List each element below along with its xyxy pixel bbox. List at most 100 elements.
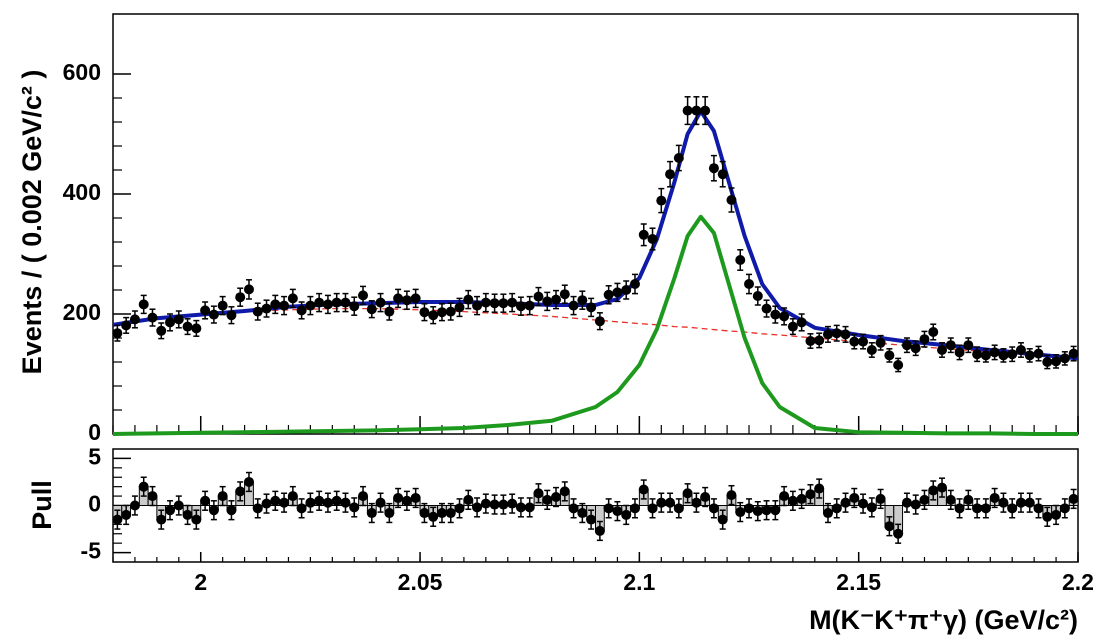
data-point: [1042, 357, 1053, 367]
data-point: [261, 303, 272, 314]
data-point: [1024, 497, 1035, 508]
data-point: [287, 293, 298, 304]
data-point: [954, 503, 965, 514]
data-point: [989, 347, 1000, 358]
data-point: [656, 497, 667, 508]
data-point: [770, 505, 781, 516]
data-point: [279, 300, 290, 311]
data-point: [1042, 511, 1053, 522]
data-point: [928, 485, 939, 496]
data-point: [866, 345, 877, 355]
data-point: [603, 289, 614, 300]
data-point: [893, 528, 904, 539]
data-point: [840, 329, 851, 340]
data-point: [901, 497, 912, 508]
data-point: [296, 305, 307, 316]
data-point: [586, 302, 597, 313]
data-point: [998, 350, 1009, 361]
data-point: [454, 503, 465, 514]
data-point: [182, 509, 193, 520]
data-point: [384, 306, 395, 317]
data-point: [945, 340, 956, 351]
data-point: [410, 293, 421, 304]
data-point: [708, 503, 719, 514]
data-point: [726, 195, 737, 205]
data-point: [436, 508, 447, 519]
data-point: [945, 494, 956, 505]
data-point: [156, 514, 167, 525]
data-point: [875, 337, 886, 348]
data-point: [612, 287, 623, 298]
data-point: [533, 488, 544, 499]
y-axis-title: Events / ( 0.002 GeV/c² ): [17, 70, 47, 375]
data-point: [682, 105, 693, 116]
y-tick-label: 5: [88, 443, 101, 469]
data-point: [217, 491, 228, 502]
data-point: [147, 491, 158, 502]
data-point: [393, 293, 404, 304]
data-point: [1059, 503, 1070, 514]
data-point: [691, 497, 702, 508]
data-point: [919, 334, 930, 345]
data-point: [472, 300, 483, 311]
data-point: [1007, 349, 1018, 360]
data-point: [200, 305, 211, 316]
data-point: [700, 105, 711, 116]
data-point: [866, 502, 877, 513]
data-point: [726, 490, 737, 501]
data-point: [454, 302, 465, 313]
data-point: [1059, 353, 1070, 364]
data-point: [901, 340, 912, 351]
data-point: [638, 484, 649, 495]
data-point: [200, 495, 211, 506]
data-point: [805, 489, 816, 500]
data-point: [261, 498, 272, 509]
data-point: [515, 502, 526, 513]
data-point: [121, 320, 132, 331]
data-point: [349, 502, 360, 513]
data-point: [112, 514, 123, 525]
data-point: [752, 506, 763, 517]
data-point: [858, 336, 869, 347]
pull-axis-title: Pull: [27, 480, 57, 530]
x-tick-label: 2.15: [836, 569, 881, 595]
data-point: [366, 304, 377, 315]
data-point: [296, 503, 307, 514]
data-point: [980, 350, 991, 361]
data-point: [752, 291, 763, 301]
data-point: [305, 497, 316, 508]
data-point: [673, 153, 684, 163]
data-point: [814, 335, 825, 346]
data-point: [208, 505, 219, 516]
data-point: [1015, 345, 1026, 355]
data-point: [787, 495, 798, 506]
data-point: [428, 511, 439, 522]
data-point: [173, 500, 184, 511]
data-point: [217, 300, 228, 311]
data-point: [252, 503, 263, 514]
data-point: [735, 507, 746, 518]
y-tick-label: -5: [81, 538, 102, 564]
data-point: [577, 508, 588, 519]
y-tick-label: 200: [63, 299, 101, 325]
data-point: [235, 292, 246, 303]
data-point: [314, 495, 325, 506]
data-point: [980, 503, 991, 514]
y-tick-label: 0: [88, 491, 101, 517]
data-point: [665, 169, 676, 180]
data-point: [849, 492, 860, 503]
data-point: [1068, 348, 1079, 359]
data-point: [621, 285, 632, 295]
data-point: [989, 492, 1000, 503]
data-point: [621, 509, 632, 520]
data-point: [112, 328, 123, 339]
data-point: [533, 291, 544, 302]
data-point: [577, 295, 588, 306]
data-point: [682, 488, 693, 499]
data-point: [884, 521, 895, 532]
data-point: [796, 317, 807, 328]
data-point: [182, 321, 193, 332]
data-point: [463, 494, 474, 505]
data-point: [822, 329, 833, 340]
data-point: [340, 297, 351, 308]
